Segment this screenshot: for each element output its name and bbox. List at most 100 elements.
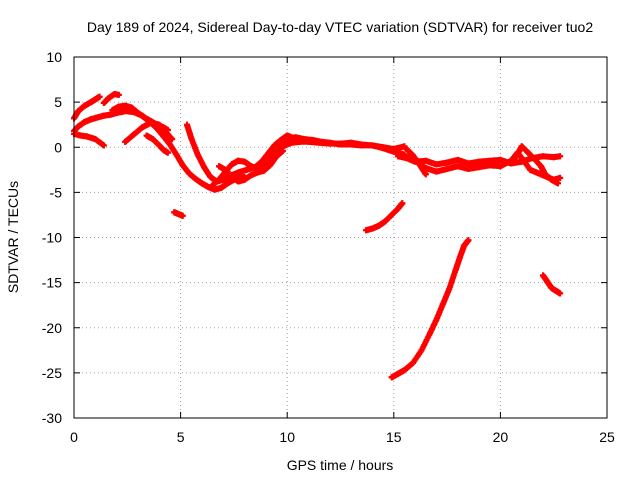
data-point [139,124,146,131]
data-point [461,242,468,249]
data-point [279,137,286,144]
data-point [147,119,154,126]
data-point [267,162,274,169]
data-point [518,155,525,162]
data-point [192,175,199,182]
data-point [241,176,248,183]
y-tick-label: -20 [42,320,62,336]
series-trace-h [171,209,186,219]
data-point [527,166,534,173]
data-point [395,205,402,212]
data-point [88,116,95,123]
data-point [375,222,382,229]
data-point [183,121,190,128]
y-tick-label: -25 [42,365,62,381]
data-point [301,136,308,143]
data-point [171,209,178,216]
data-point [100,142,107,149]
data-point [456,254,463,261]
data-point [369,225,376,232]
data-point [243,166,250,173]
data-point [452,266,459,273]
data-point [318,138,325,145]
data-point [514,151,521,158]
data-point [401,152,408,159]
series-trace-o [403,146,429,178]
data-point [542,171,549,178]
data-points [71,91,564,381]
data-point [395,153,402,160]
data-point [149,136,156,143]
data-point [476,164,483,171]
x-tick-label: 25 [599,429,615,445]
data-point [115,91,122,98]
data-point [75,123,82,130]
x-tick-label: 10 [279,429,295,445]
data-point [380,145,387,152]
data-point [228,173,235,180]
data-point [179,162,186,169]
data-point [433,316,440,323]
data-point [173,151,180,158]
data-point [416,161,423,168]
data-point [94,114,101,121]
data-point [399,200,406,207]
data-point [444,165,451,172]
data-point [418,347,425,354]
data-point [109,107,116,114]
data-point [465,160,472,167]
data-point [433,161,440,168]
data-point [540,153,547,160]
data-point [326,139,333,146]
data-point [401,367,408,374]
data-point [358,142,365,149]
data-point [241,158,248,165]
data-point [160,133,167,140]
x-tick-label: 0 [70,429,78,445]
y-tick-label: 5 [54,94,62,110]
data-point [254,169,261,176]
series-trace-k [215,147,286,185]
data-point [186,170,193,177]
data-point [194,151,201,158]
data-point [107,111,114,118]
data-point [369,142,376,149]
data-point [235,169,242,176]
data-point [209,182,216,189]
data-point [275,146,282,153]
data-point [273,153,280,160]
data-point [96,93,103,100]
data-point [444,159,451,166]
data-point [128,104,135,111]
data-point [88,99,95,106]
data-point [439,301,446,308]
data-point [201,164,208,171]
data-point [554,180,561,187]
data-point [486,162,493,169]
data-point [465,165,472,172]
data-point [395,370,402,377]
data-point [497,163,504,170]
data-point [207,174,214,181]
y-tick-label: 10 [46,49,62,65]
data-point [175,211,182,218]
data-point [552,287,559,294]
series-trace-f [122,119,176,145]
data-point [422,171,429,178]
data-point [337,141,344,148]
data-point [537,163,544,170]
data-point [390,148,397,155]
data-point [382,218,389,225]
data-point [557,290,564,297]
data-point [535,170,542,177]
data-point [228,161,235,168]
data-point [433,168,440,175]
data-point [130,131,137,138]
data-point [81,118,88,125]
data-point [557,174,564,181]
data-point [215,176,222,183]
data-point [508,160,515,167]
data-point [215,163,222,170]
